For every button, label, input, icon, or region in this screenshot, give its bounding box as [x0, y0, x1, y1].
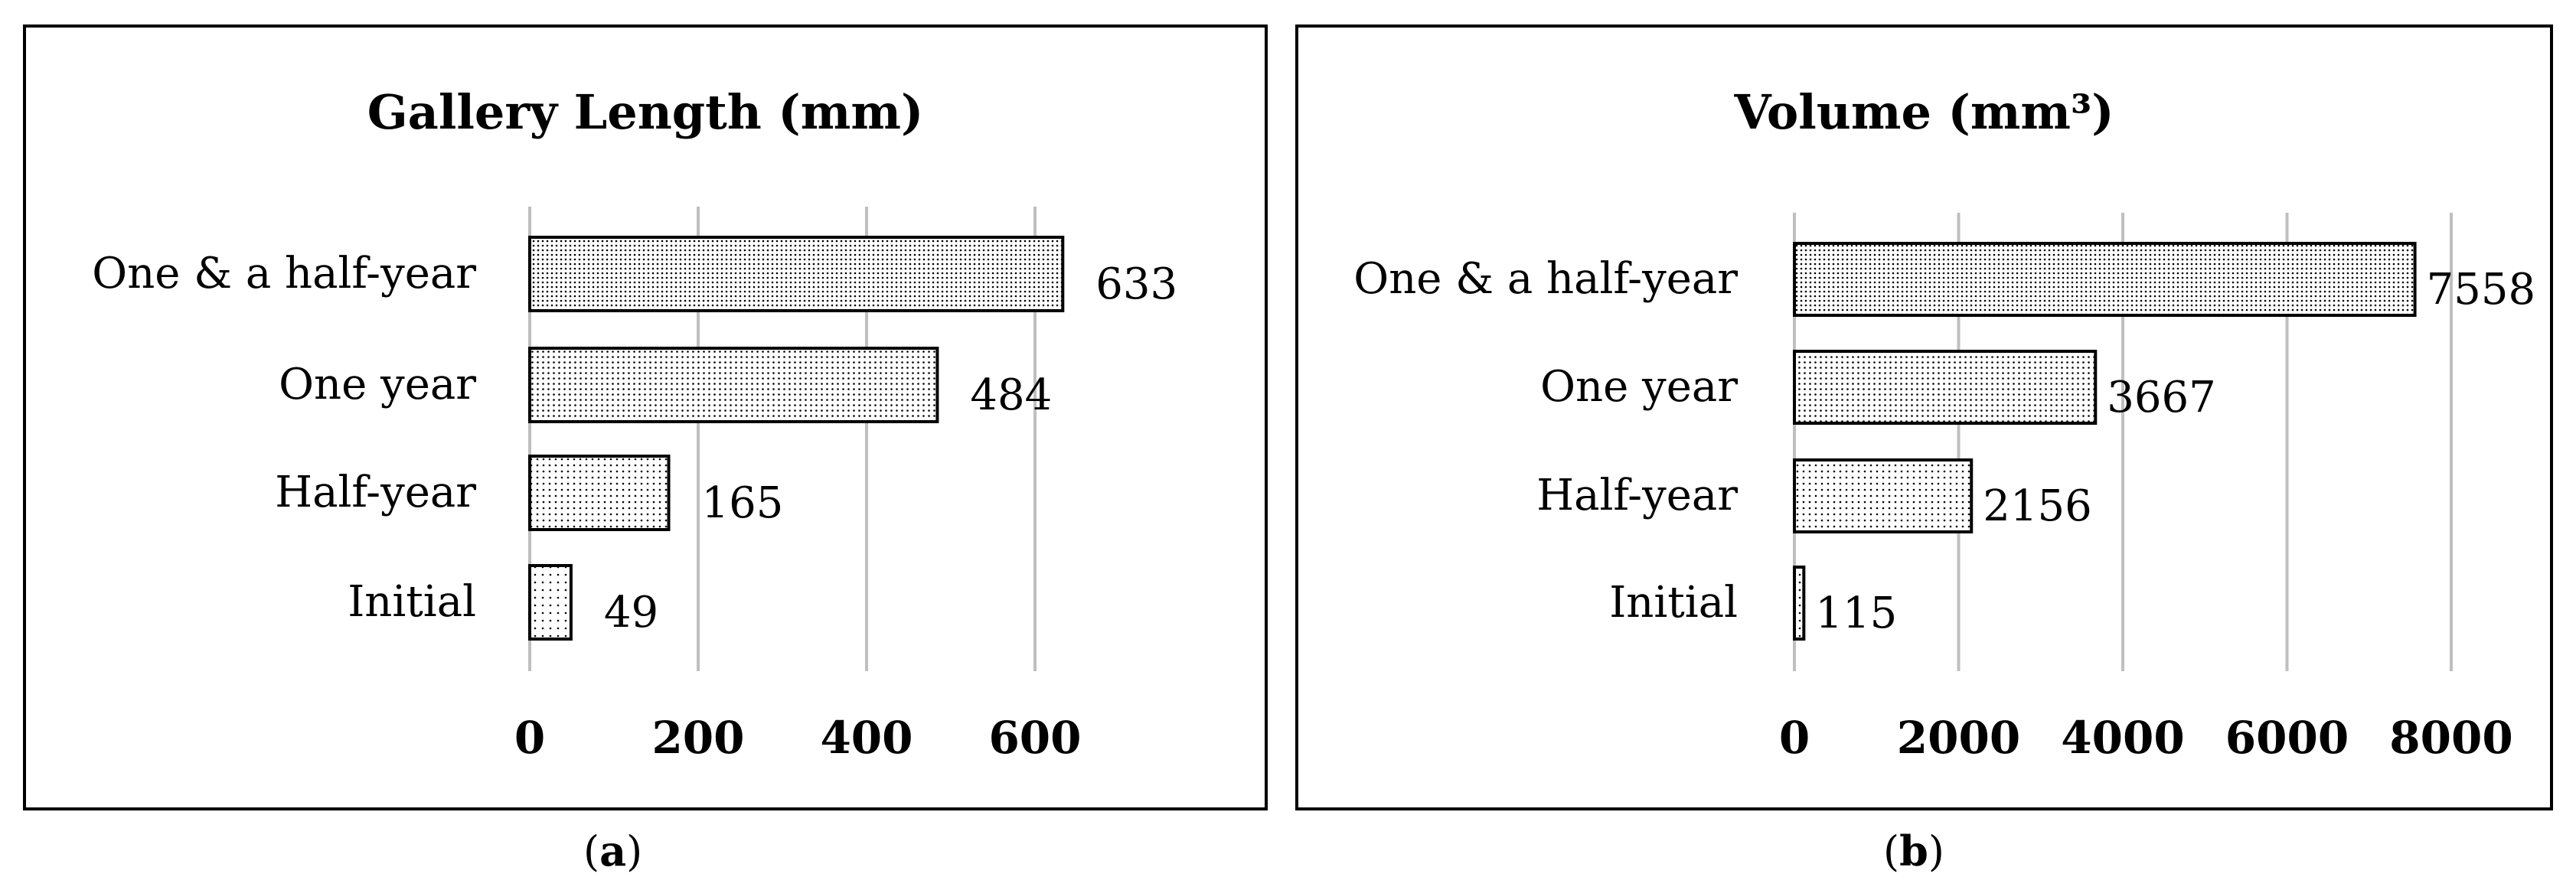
data-label: 3667 [2107, 373, 2216, 422]
category-label: Half-year [275, 468, 476, 517]
category-label: One & a half-year [92, 249, 476, 298]
bar [528, 455, 671, 531]
chart-panel-a: Gallery Length (mm) 0 200 400 600 One & a hal… [23, 24, 1268, 810]
x-tick-label: 0 [514, 712, 545, 764]
x-tick-label: 0 [1779, 712, 1810, 764]
data-label: 115 [1815, 589, 1897, 638]
bar [1793, 566, 1806, 641]
chart-panel-b: Volume (mm³) 0 2000 4000 6000 8000 One & a hal… [1295, 24, 2553, 810]
category-label: One year [1540, 362, 1738, 412]
x-tick-label: 2000 [1897, 712, 2020, 764]
bar [528, 347, 939, 423]
category-label: Half-year [1536, 471, 1738, 520]
x-tick-label: 400 [820, 712, 913, 764]
category-label: Initial [1609, 578, 1738, 628]
x-tick-label: 8000 [2389, 712, 2512, 764]
x-tick-label: 200 [651, 712, 744, 764]
volume-chart: Volume (mm³) 0 2000 4000 6000 8000 One & a hal… [1353, 84, 2536, 764]
x-tick-label: 6000 [2225, 712, 2349, 764]
data-label: 165 [702, 478, 784, 528]
bar [1793, 242, 2417, 317]
bar [528, 564, 573, 641]
caption-a: (a) [583, 827, 643, 876]
category-label: Initial [348, 577, 476, 627]
bar [1793, 458, 1974, 533]
x-tick-label: 600 [988, 712, 1081, 764]
category-label: One & a half-year [1353, 254, 1738, 304]
category-label: One year [279, 360, 476, 409]
gallery-length-chart: Gallery Length (mm) 0 200 400 600 One & a hal… [92, 84, 1177, 764]
data-label: 7558 [2427, 265, 2536, 315]
x-tick-label: 4000 [2061, 712, 2184, 764]
caption-b: (b) [1883, 827, 1944, 876]
chart-title: Gallery Length (mm) [367, 84, 924, 140]
data-label: 2156 [1983, 481, 2092, 531]
bar [528, 236, 1065, 312]
data-label: 484 [970, 370, 1052, 420]
data-label: 633 [1095, 259, 1177, 309]
bar [1793, 350, 2098, 425]
data-label: 49 [604, 588, 658, 638]
chart-title: Volume (mm³) [1733, 84, 2114, 140]
